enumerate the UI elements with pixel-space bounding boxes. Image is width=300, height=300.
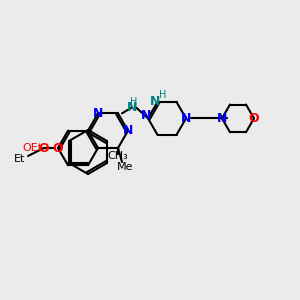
Text: H: H [159, 90, 166, 100]
Text: N: N [93, 107, 103, 120]
Text: N: N [217, 112, 227, 125]
Text: O: O [53, 142, 63, 154]
Text: N: N [127, 101, 137, 114]
Text: OEt: OEt [22, 143, 42, 153]
Text: N: N [181, 112, 191, 125]
Text: O: O [39, 142, 49, 154]
Text: Me: Me [117, 162, 133, 172]
Text: H: H [130, 98, 138, 107]
Text: N: N [150, 95, 161, 108]
Text: CH₃: CH₃ [108, 151, 128, 161]
Text: O: O [249, 112, 259, 125]
Text: Et: Et [14, 154, 26, 164]
Text: N: N [123, 124, 133, 137]
Text: N: N [141, 109, 151, 122]
